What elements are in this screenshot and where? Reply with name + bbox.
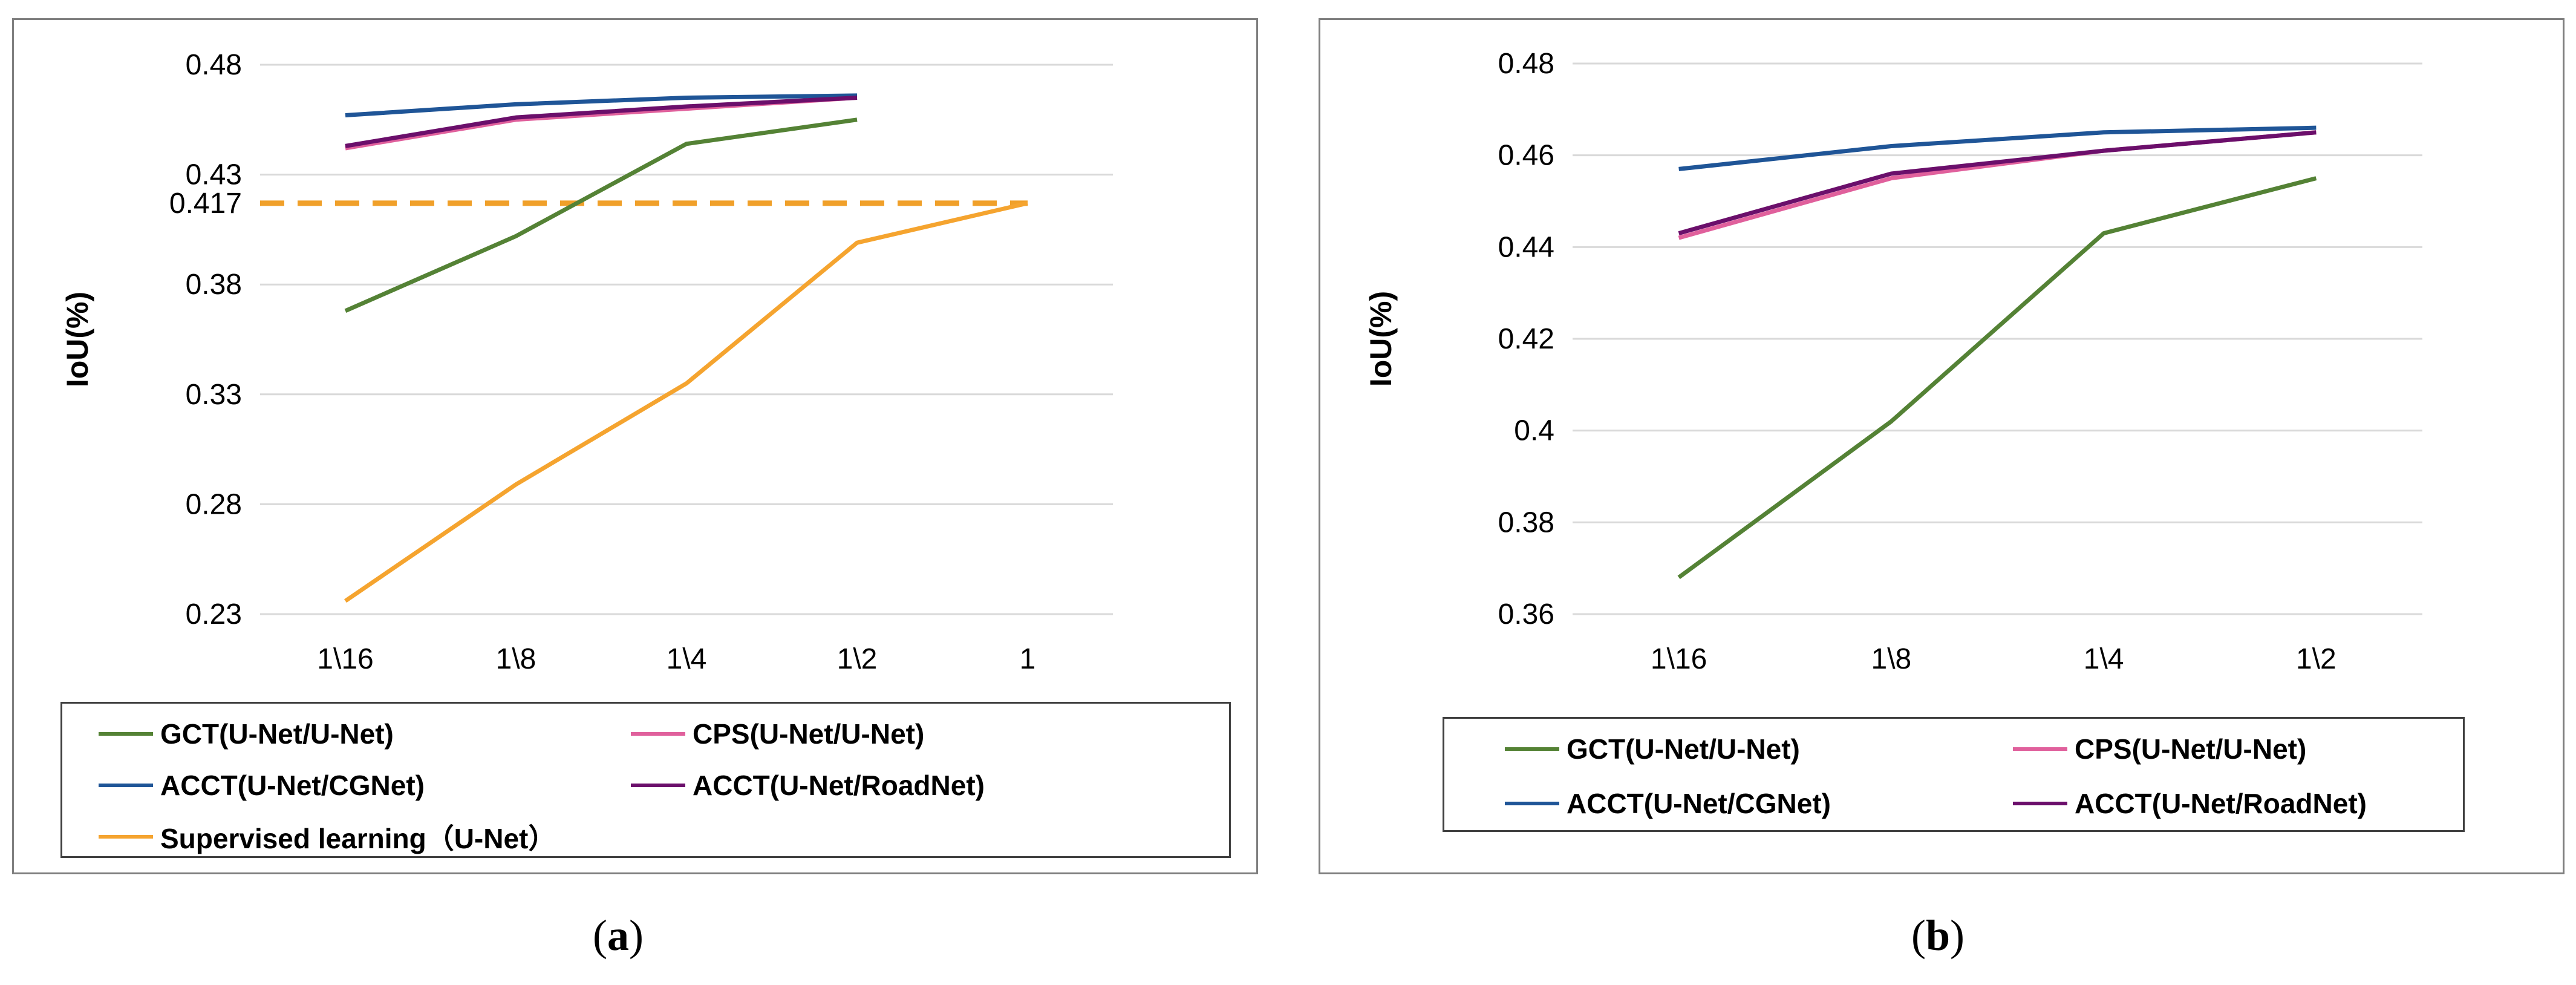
legend-swatch: [631, 732, 685, 736]
caption-b-letter: b: [1925, 911, 1951, 960]
legend-item-cps: CPS(U-Net/U-Net): [631, 716, 924, 752]
caption-a-letter: a: [607, 911, 629, 960]
caption-a: (a): [593, 911, 644, 960]
legend-label: ACCT(U-Net/RoadNet): [693, 770, 985, 801]
legend-swatch: [631, 784, 685, 787]
chart-a-legend: GCT(U-Net/U-Net) CPS(U-Net/U-Net) ACCT(U…: [60, 702, 1231, 858]
legend-label: GCT(U-Net/U-Net): [1567, 733, 1800, 765]
legend-item-acct-cgnet: ACCT(U-Net/CGNet): [1505, 785, 1831, 822]
legend-swatch: [1505, 747, 1559, 751]
chart-b-legend: GCT(U-Net/U-Net) CPS(U-Net/U-Net) ACCT(U…: [1443, 717, 2465, 832]
legend-item-acct-roadnet: ACCT(U-Net/RoadNet): [2013, 785, 2367, 822]
legend-swatch: [1505, 802, 1559, 805]
legend-swatch: [99, 732, 153, 736]
legend-label: CPS(U-Net/U-Net): [2075, 733, 2307, 765]
legend-item-gct: GCT(U-Net/U-Net): [99, 716, 394, 752]
legend-swatch: [99, 784, 153, 787]
legend-item-cps: CPS(U-Net/U-Net): [2013, 731, 2306, 767]
legend-item-gct: GCT(U-Net/U-Net): [1505, 731, 1800, 767]
legend-label: ACCT(U-Net/RoadNet): [2075, 788, 2367, 819]
legend-label: ACCT(U-Net/CGNet): [1567, 788, 1831, 819]
legend-label: GCT(U-Net/U-Net): [160, 718, 394, 750]
legend-item-acct-roadnet: ACCT(U-Net/RoadNet): [631, 767, 985, 803]
legend-item-acct-cgnet: ACCT(U-Net/CGNet): [99, 767, 425, 803]
legend-label: Supervised learning（U-Net）: [160, 823, 556, 854]
legend-item-supervised: Supervised learning（U-Net）: [99, 819, 556, 855]
legend-swatch: [99, 835, 153, 839]
caption-b: (b): [1911, 911, 1965, 960]
legend-label: CPS(U-Net/U-Net): [693, 718, 925, 750]
legend-swatch: [2013, 802, 2067, 805]
legend-label: ACCT(U-Net/CGNet): [160, 770, 425, 801]
legend-swatch: [2013, 747, 2067, 751]
